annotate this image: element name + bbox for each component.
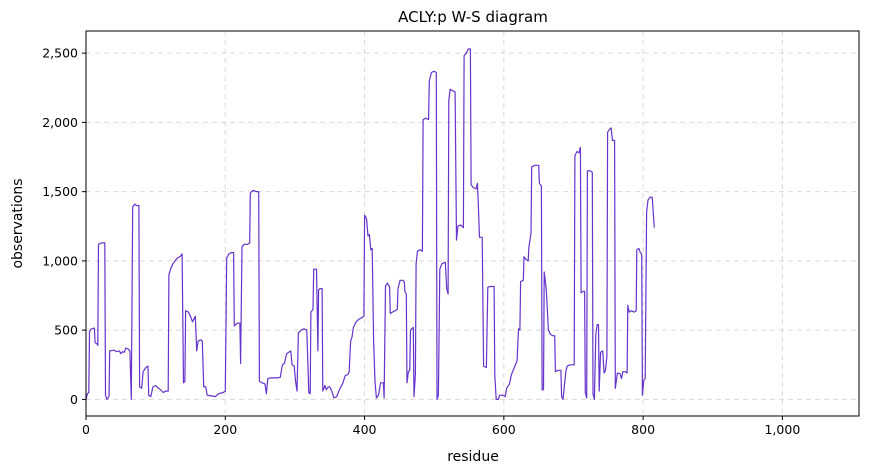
y-tick-label: 2,500: [42, 46, 78, 61]
series-line: [85, 48, 655, 400]
grid: [85, 31, 859, 416]
y-tick-label: 1,000: [42, 253, 78, 268]
x-axis-label: residue: [447, 449, 499, 465]
y-tick-label: 1,500: [42, 184, 78, 199]
x-tick-label: 1,000: [764, 422, 800, 437]
y-tick-label: 0: [70, 392, 78, 407]
y-tick-label: 500: [54, 323, 78, 338]
x-axis: 0 200 400 600 800 1,000: [82, 416, 800, 437]
y-axis-label: observations: [10, 178, 26, 268]
x-tick-label: 400: [353, 422, 377, 437]
x-tick-label: 600: [492, 422, 516, 437]
x-tick-label: 200: [213, 422, 237, 437]
plot-frame: [85, 30, 860, 417]
chart-title: ACLY:p W-S diagram: [398, 8, 548, 26]
x-tick-label: 0: [82, 422, 90, 437]
y-tick-label: 2,000: [42, 115, 78, 130]
y-axis: 0 500 1,000 1,500 2,000 2,500: [42, 46, 86, 407]
x-tick-label: 800: [631, 422, 655, 437]
